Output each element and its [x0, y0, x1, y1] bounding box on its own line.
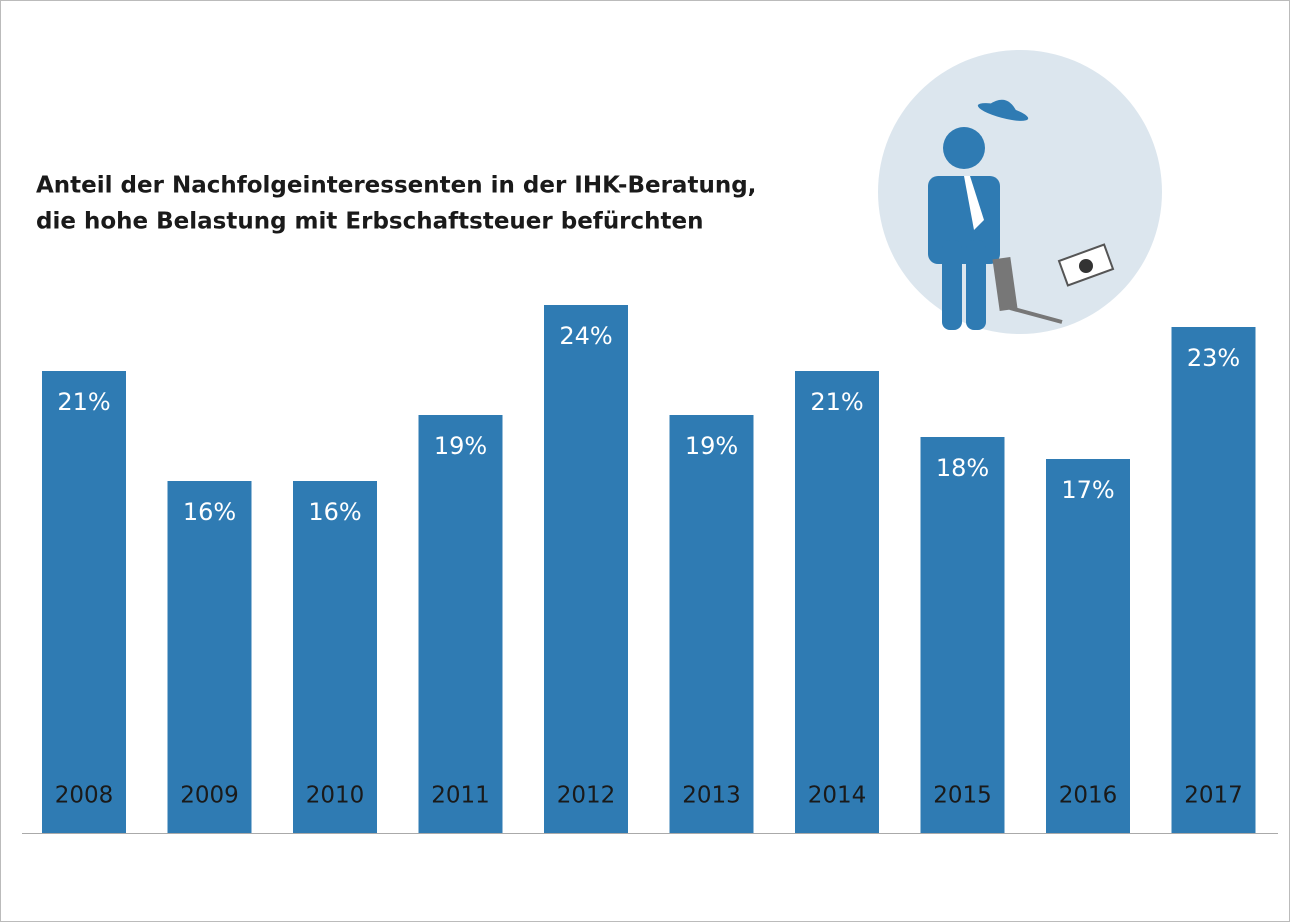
bar [1172, 327, 1256, 833]
x-tick-label: 2010 [306, 783, 365, 809]
bar [419, 415, 503, 833]
value-label: 16% [308, 498, 361, 526]
x-tick-label: 2017 [1184, 783, 1243, 809]
chart-title: die hohe Belastung mit Erbschaftsteuer b… [36, 209, 704, 235]
bar [544, 305, 628, 833]
x-tick-label: 2015 [933, 783, 992, 809]
value-label: 23% [1187, 344, 1240, 372]
chart-title: Anteil der Nachfolgeinteressenten in der… [36, 173, 756, 199]
bar [42, 371, 126, 833]
bar [921, 437, 1005, 833]
value-label: 19% [685, 432, 738, 460]
page: Anteil der Nachfolgeinteressenten in der… [0, 0, 1290, 922]
value-label: 18% [936, 454, 989, 482]
bar [670, 415, 754, 833]
x-tick-label: 2008 [55, 783, 114, 809]
x-tick-label: 2012 [557, 783, 616, 809]
illustration [878, 50, 1162, 334]
bar [795, 371, 879, 833]
chart: Anteil der Nachfolgeinteressenten in der… [0, 0, 1290, 922]
value-label: 16% [183, 498, 236, 526]
x-tick-label: 2016 [1059, 783, 1118, 809]
x-tick-label: 2009 [180, 783, 239, 809]
x-tick-label: 2011 [431, 783, 490, 809]
bar [1046, 459, 1130, 833]
bar [168, 481, 252, 833]
value-label: 21% [810, 388, 863, 416]
x-tick-label: 2014 [808, 783, 867, 809]
value-label: 19% [434, 432, 487, 460]
value-label: 17% [1061, 476, 1114, 504]
value-label: 21% [57, 388, 110, 416]
bar [293, 481, 377, 833]
value-label: 24% [559, 322, 612, 350]
x-tick-label: 2013 [682, 783, 741, 809]
